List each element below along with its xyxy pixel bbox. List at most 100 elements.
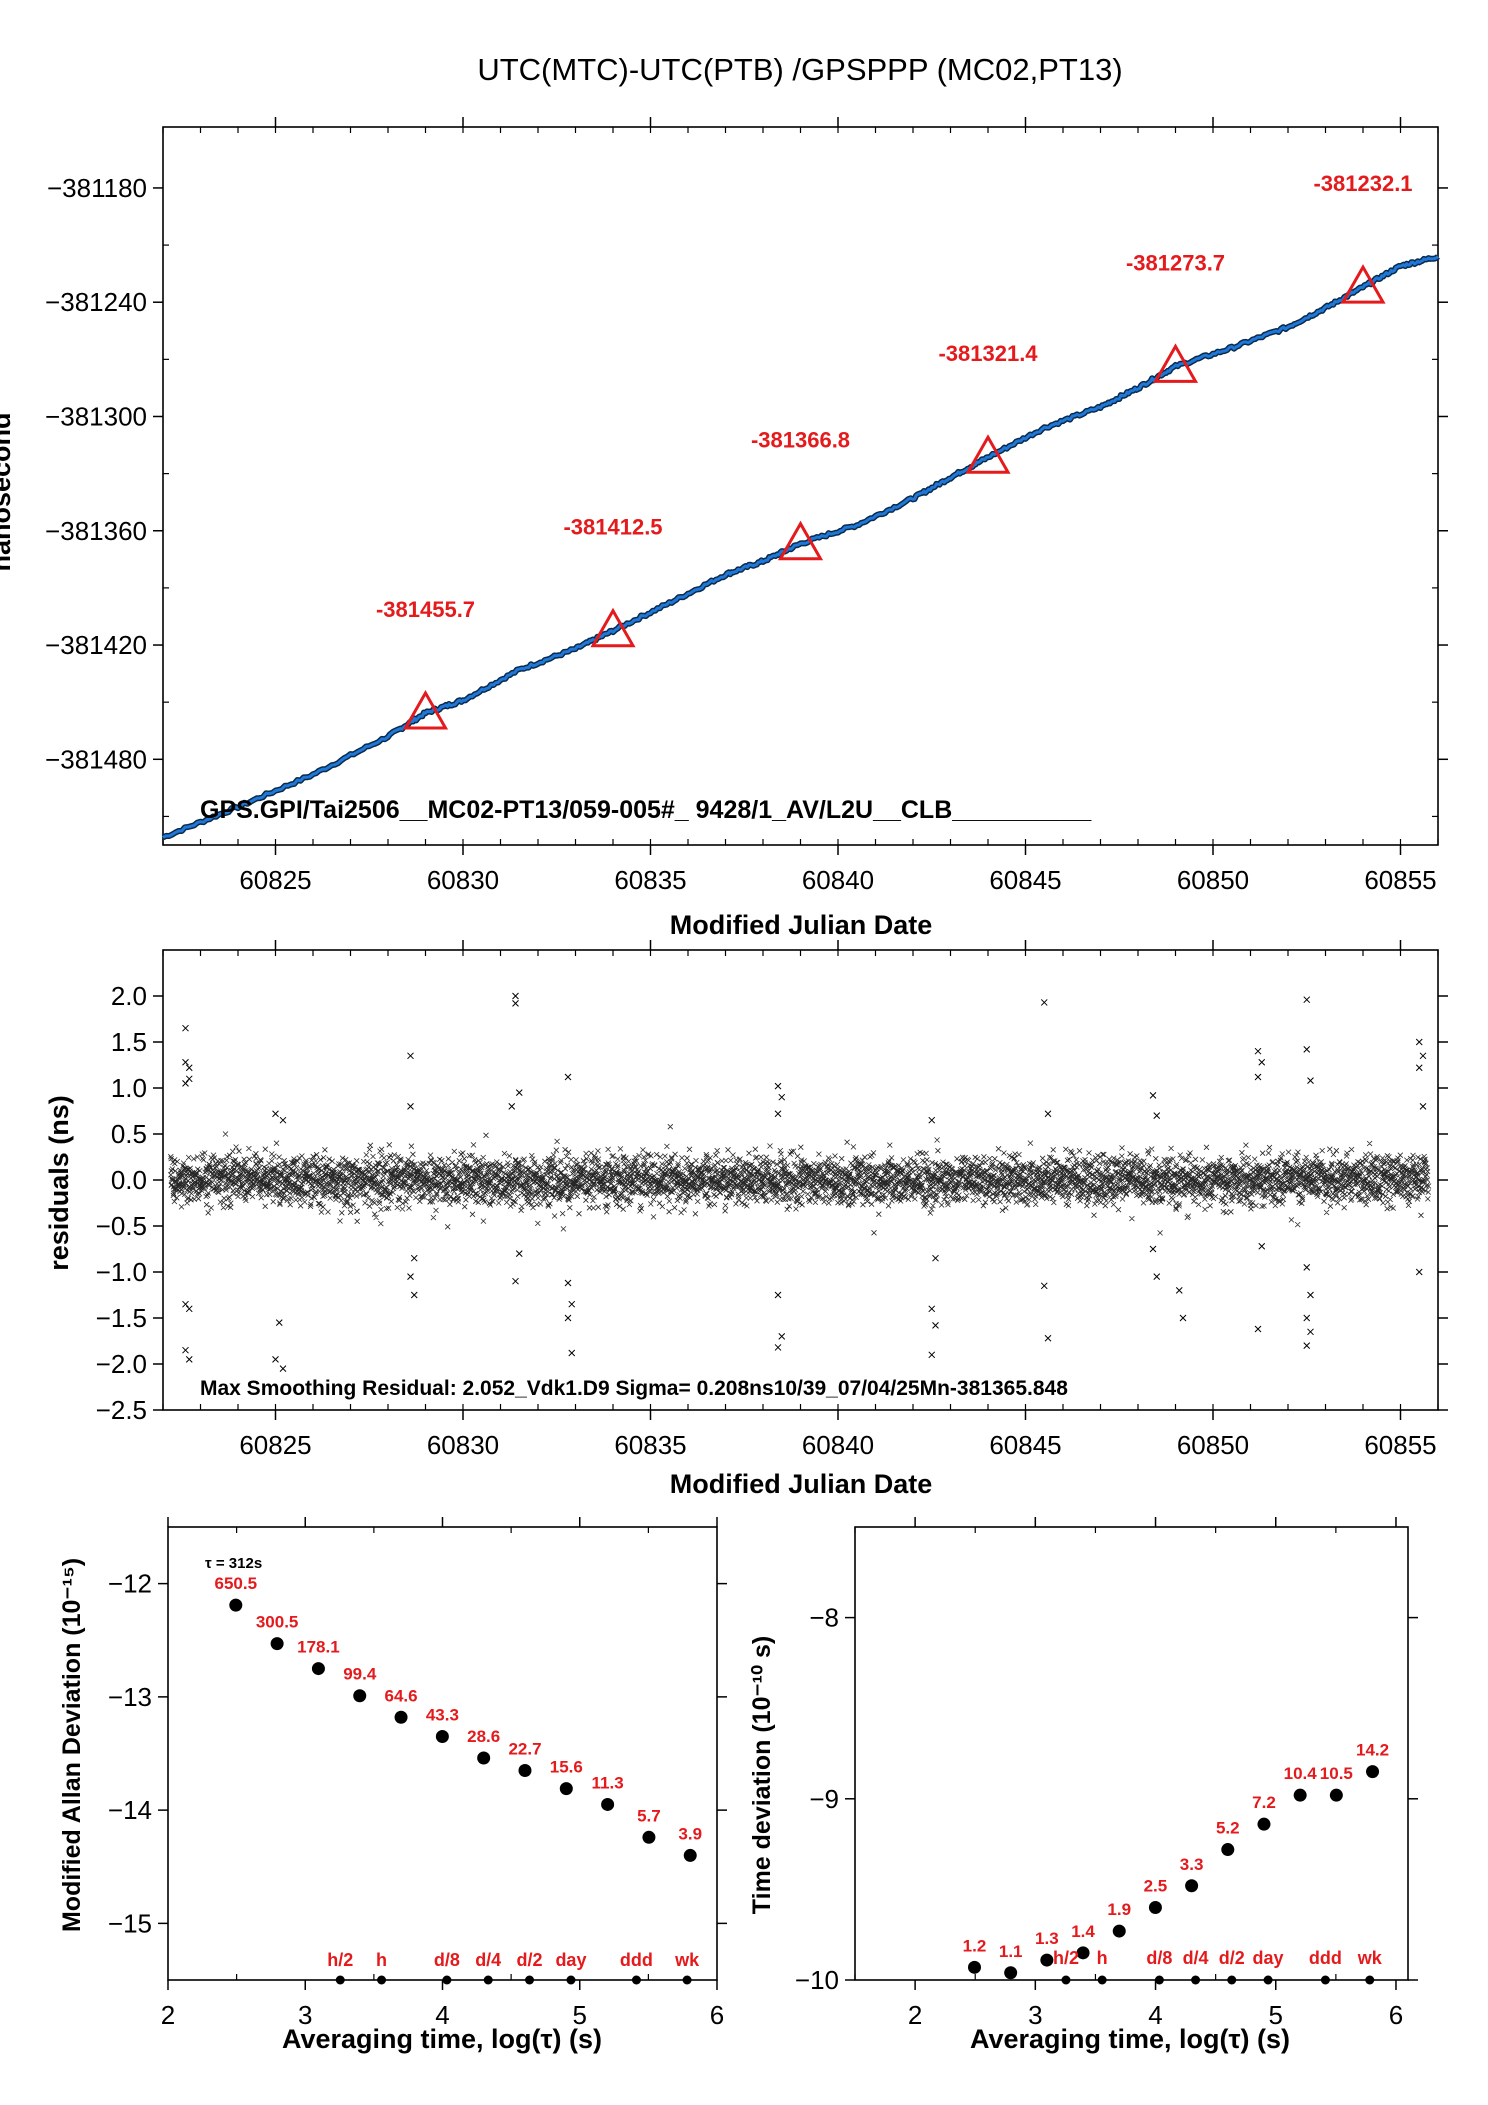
main-xtick-label: 60850 (1177, 865, 1249, 895)
mdev-ytick-label: −15 (108, 1908, 152, 1938)
residuals-outlier-point (508, 1103, 516, 1110)
tdev-point (1148, 1901, 1162, 1915)
tdev-ytick-label: −8 (809, 1603, 839, 1633)
mdev-point (435, 1730, 449, 1744)
tdev-interval-dot (1320, 1975, 1330, 1985)
residuals-ytick-label: −1.0 (96, 1257, 147, 1287)
residuals-outlier-point (512, 1000, 519, 1007)
tdev-point-label: 1.3 (1035, 1929, 1059, 1948)
mdev-xtick-label: 5 (573, 2000, 587, 2030)
main-ylabel: nanosecond (0, 412, 16, 571)
mdev-xtick-label: 4 (435, 2000, 449, 2030)
mdev-point-label: 3.9 (678, 1824, 702, 1843)
residuals-ytick-label: 0.5 (111, 1119, 147, 1149)
mdev-ytick-label: −14 (108, 1795, 152, 1825)
residuals-outlier-point (568, 1349, 576, 1357)
main-marker-triangle (590, 607, 636, 648)
residuals-outlier-point (515, 1089, 523, 1096)
residuals-outlier-point (774, 1291, 782, 1299)
main-xtick-label: 60840 (802, 865, 874, 895)
residuals-outlier-point (182, 1080, 189, 1087)
mdev-point (229, 1598, 243, 1612)
residuals-xtick-label: 60855 (1364, 1430, 1436, 1460)
main-series-line (162, 255, 1439, 839)
main-xtick-label: 60845 (989, 865, 1061, 895)
tdev-xtick-label: 3 (1028, 2000, 1042, 2030)
tdev-interval-dot (1191, 1975, 1201, 1985)
residuals-outlier-point (778, 1093, 786, 1101)
tdev-point (967, 1960, 981, 1974)
main-ytick-label: −381180 (47, 173, 147, 203)
tdev-ylabel: Time deviation (10⁻¹⁰ s) (748, 1636, 776, 1914)
residuals-ylabel: residuals (ns) (44, 1095, 74, 1271)
tdev-point-label: 1.2 (963, 1936, 987, 1955)
residuals-outlier-point (512, 1277, 519, 1285)
tdev-interval-label: day (1253, 1948, 1284, 1968)
tdev-interval-label: wk (1357, 1948, 1383, 1968)
tdev-point (1004, 1966, 1018, 1980)
mdev-point (601, 1797, 615, 1811)
residuals-outlier-point (1254, 1325, 1262, 1333)
residuals-outlier-point (182, 1346, 189, 1354)
main-xlabel: Modified Julian Date (670, 910, 933, 940)
residuals-ytick-label: 0.0 (111, 1165, 147, 1195)
residuals-outlier-point (1307, 1291, 1314, 1299)
mdev-ytick-label: −12 (108, 1569, 152, 1599)
residuals-outlier-point (774, 1344, 782, 1351)
main-marker-triangle (777, 520, 824, 561)
mdev-xtick-label: 6 (710, 2000, 724, 2030)
residuals-ytick-label: −2.5 (96, 1395, 147, 1425)
residuals-outlier-point (1258, 1242, 1266, 1250)
main-ytick-label: −381300 (45, 401, 147, 431)
main-marker-triangle (1340, 264, 1386, 304)
residuals-outlier-point (1303, 996, 1311, 1004)
residuals-outlier-point (279, 1116, 287, 1124)
residuals-outlier-point (778, 1333, 786, 1340)
residuals-outlier-point (932, 1254, 939, 1262)
residuals-outlier-point (568, 1300, 576, 1308)
mdev-point-label: 28.6 (467, 1727, 500, 1746)
residuals-outlier-point (272, 1110, 279, 1118)
residuals-outlier-point (1179, 1314, 1187, 1322)
residuals-outlier-point (407, 1273, 414, 1280)
residuals-plot: 60825 60830 60835 60840 60845 60850 60855 −2.5 −… (96, 940, 1448, 1460)
main-marker-triangle (402, 689, 449, 730)
residuals-outlier-point (928, 1116, 936, 1124)
residuals-outlier-point (407, 1103, 414, 1110)
tdev-point-label: 1.1 (999, 1942, 1023, 1961)
residuals-outlier-point (1153, 1273, 1161, 1280)
residuals-outlier-point (279, 1365, 287, 1372)
residuals-outlier-point (1303, 1264, 1311, 1271)
residuals-outlier-point (1149, 1092, 1157, 1099)
mdev-interval-dot (377, 1975, 387, 1985)
tdev-point (1293, 1788, 1307, 1802)
mdev-tau-note: τ = 312s (205, 1555, 262, 1572)
residuals-ytick-label: 2.0 (111, 981, 147, 1011)
mdev-xtick-label: 3 (298, 2000, 312, 2030)
residuals-outlier-point (564, 1073, 572, 1081)
mdev-interval-label: h/2 (327, 1950, 353, 1970)
mdev-interval-label: d/2 (517, 1950, 543, 1970)
mdev-point-label: 64.6 (385, 1686, 418, 1705)
mdev-interval-dot (566, 1975, 576, 1985)
residuals-xtick-label: 60830 (427, 1430, 499, 1460)
residuals-outlier-point (1419, 1103, 1427, 1110)
residuals-outlier-point (774, 1082, 782, 1090)
mdev-point (642, 1830, 656, 1844)
residuals-outlier-point (272, 1356, 279, 1363)
tdev-interval-dot (1154, 1975, 1164, 1985)
tdev-interval-dot (1227, 1975, 1237, 1985)
mdev-point-label: 43.3 (426, 1706, 459, 1725)
residuals-outlier-point (1419, 1052, 1427, 1060)
main-ytick-label: −381420 (45, 630, 147, 660)
main-xtick-label: 60825 (239, 865, 311, 895)
figure-title: UTC(MTC)-UTC(PTB) /GPSPPP (MC02,PT13) (477, 52, 1122, 87)
residuals-annotation: Max Smoothing Residual: 2.052_Vdk1.D9 Si… (200, 1377, 1068, 1400)
residuals-xlabel: Modified Julian Date (670, 1469, 933, 1499)
residuals-outlier-point (928, 1351, 936, 1359)
residuals-outlier-point (1415, 1064, 1423, 1072)
main-frame (162, 126, 1439, 846)
residuals-outlier-point (1040, 999, 1048, 1006)
tdev-xtick-label: 5 (1269, 2000, 1283, 2030)
